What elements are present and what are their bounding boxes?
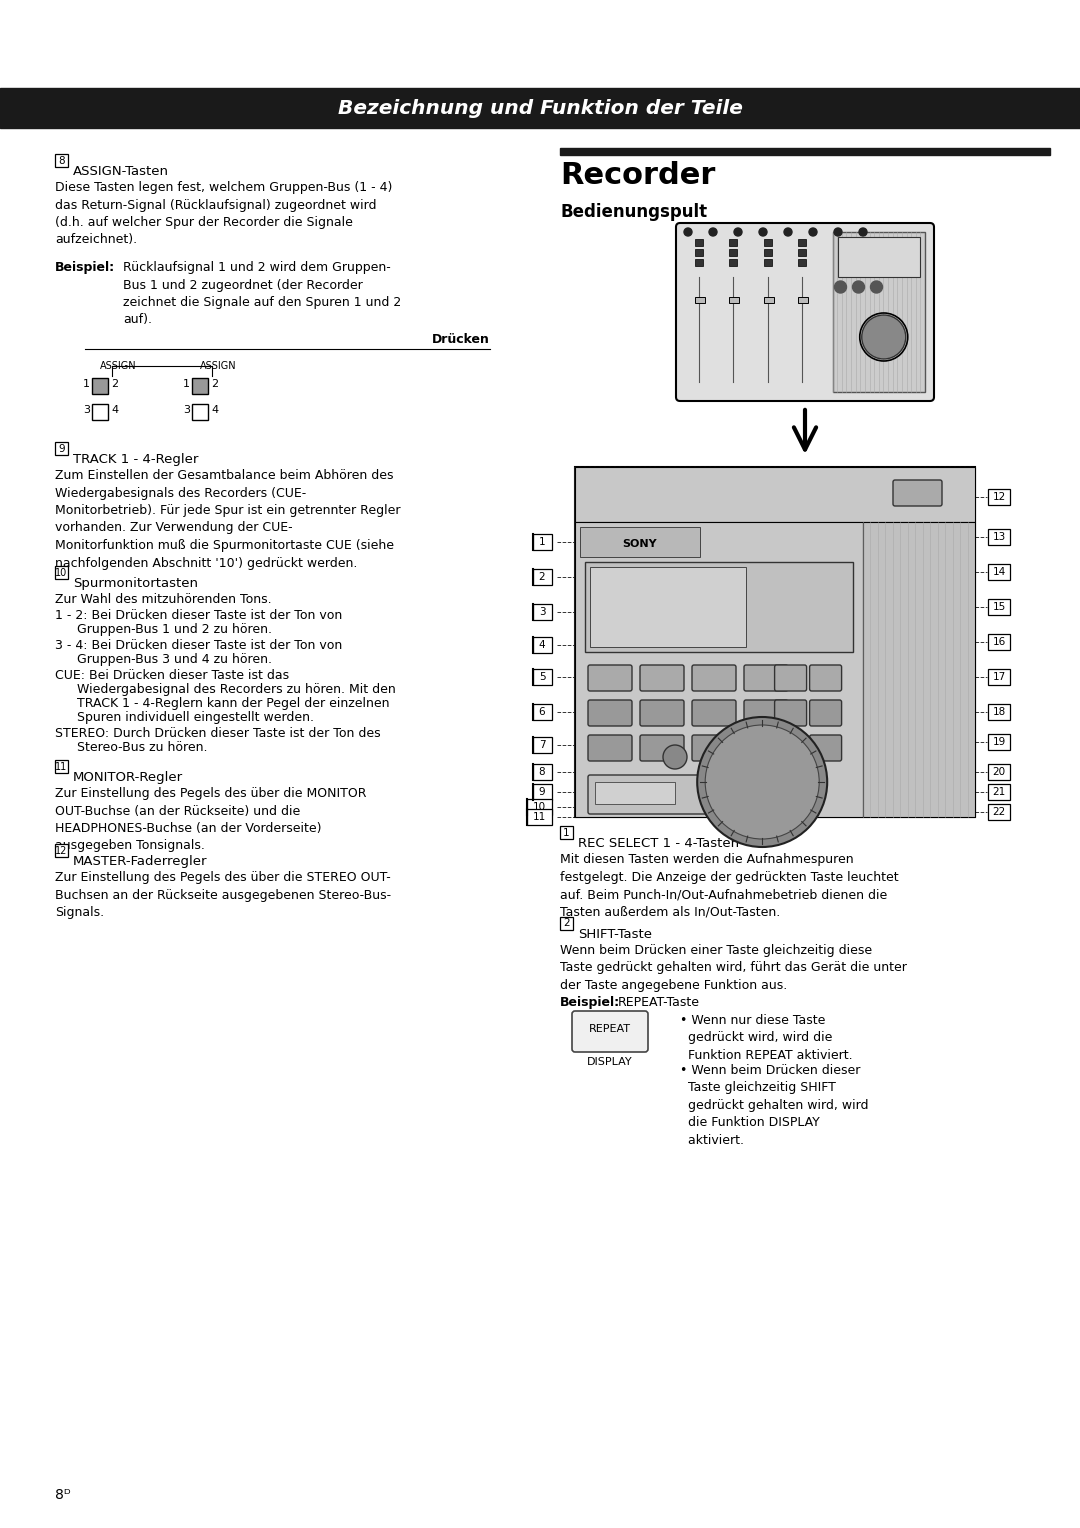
Text: CUE: Bei Drücken dieser Taste ist das: CUE: Bei Drücken dieser Taste ist das: [55, 669, 289, 681]
Circle shape: [705, 724, 820, 839]
FancyBboxPatch shape: [588, 775, 732, 814]
Text: Stereo-Bus zu hören.: Stereo-Bus zu hören.: [77, 741, 207, 753]
Bar: [585, 562, 853, 652]
Text: Beispiel:: Beispiel:: [55, 261, 116, 274]
Text: 9: 9: [58, 443, 65, 454]
Text: 5: 5: [539, 672, 545, 681]
Bar: [55, 843, 68, 857]
Text: Rücklaufsignal 1 und 2 wird dem Gruppen-
Bus 1 und 2 zugeordnet (der Recorder
ze: Rücklaufsignal 1 und 2 wird dem Gruppen-…: [123, 261, 402, 327]
Circle shape: [834, 228, 842, 235]
Text: Gruppen-Bus 3 und 4 zu hören.: Gruppen-Bus 3 und 4 zu hören.: [77, 652, 272, 666]
Bar: [988, 634, 1010, 649]
FancyBboxPatch shape: [588, 665, 632, 691]
Text: MASTER-Faderregler: MASTER-Faderregler: [73, 856, 207, 868]
Bar: [595, 782, 675, 804]
Text: 1 - 2: Bei Drücken dieser Taste ist der Ton von: 1 - 2: Bei Drücken dieser Taste ist der …: [55, 610, 342, 622]
Bar: [534, 568, 552, 585]
Bar: [590, 567, 746, 646]
Text: 1: 1: [183, 379, 190, 390]
FancyBboxPatch shape: [774, 735, 807, 761]
Text: 1: 1: [539, 536, 545, 547]
Bar: [729, 296, 740, 303]
Text: STEREO: Durch Drücken dieser Taste ist der Ton des: STEREO: Durch Drücken dieser Taste ist d…: [55, 727, 380, 740]
Bar: [729, 260, 738, 266]
Text: 2: 2: [539, 571, 545, 582]
Bar: [696, 296, 705, 303]
Circle shape: [684, 228, 692, 235]
Text: Gruppen-Bus 1 und 2 zu hören.: Gruppen-Bus 1 und 2 zu hören.: [77, 623, 272, 636]
Text: ASSIGN: ASSIGN: [200, 361, 237, 371]
Text: Wiedergabesignal des Recorders zu hören. Mit den: Wiedergabesignal des Recorders zu hören.…: [77, 683, 395, 695]
Text: 3: 3: [539, 607, 545, 617]
Bar: [534, 669, 552, 685]
Text: Drücken: Drücken: [432, 333, 490, 345]
Bar: [534, 764, 552, 779]
Text: 21: 21: [993, 787, 1005, 798]
Text: 17: 17: [993, 672, 1005, 681]
Text: 12: 12: [993, 492, 1005, 503]
Text: Bezeichnung und Funktion der Teile: Bezeichnung und Funktion der Teile: [338, 98, 742, 118]
Text: MONITOR-Regler: MONITOR-Regler: [73, 772, 184, 784]
Text: Zur Einstellung des Pegels des über die STEREO OUT-
Buchsen an der Rückseite aus: Zur Einstellung des Pegels des über die …: [55, 871, 391, 918]
Bar: [527, 799, 552, 814]
Bar: [729, 249, 738, 257]
Text: TRACK 1 - 4-Regler: TRACK 1 - 4-Regler: [73, 452, 199, 466]
Text: 2: 2: [111, 379, 118, 390]
Text: Zur Wahl des mitzuhörenden Tons.: Zur Wahl des mitzuhörenden Tons.: [55, 593, 272, 607]
Text: 14: 14: [993, 567, 1005, 578]
Bar: [92, 403, 108, 420]
Bar: [988, 529, 1010, 545]
Text: 11: 11: [532, 811, 545, 822]
FancyBboxPatch shape: [810, 700, 841, 726]
Bar: [55, 154, 68, 167]
Bar: [575, 468, 975, 817]
Bar: [798, 249, 806, 257]
Text: 13: 13: [993, 532, 1005, 542]
Bar: [696, 249, 703, 257]
Text: REPEAT-Taste: REPEAT-Taste: [618, 996, 700, 1008]
Text: 4: 4: [211, 405, 218, 416]
Circle shape: [835, 281, 847, 293]
Bar: [988, 704, 1010, 720]
Bar: [764, 238, 772, 246]
Bar: [798, 296, 808, 303]
Bar: [55, 565, 68, 579]
Bar: [192, 403, 208, 420]
Circle shape: [859, 228, 867, 235]
Text: 18: 18: [993, 707, 1005, 717]
Bar: [696, 260, 703, 266]
Bar: [764, 296, 773, 303]
FancyBboxPatch shape: [572, 1012, 648, 1051]
Text: SONY: SONY: [623, 539, 658, 549]
Circle shape: [698, 717, 827, 847]
Bar: [534, 637, 552, 652]
FancyBboxPatch shape: [774, 700, 807, 726]
Bar: [988, 804, 1010, 821]
Text: ASSIGN: ASSIGN: [100, 361, 137, 371]
Bar: [837, 237, 920, 277]
Bar: [580, 527, 700, 558]
Bar: [764, 260, 772, 266]
Bar: [798, 238, 806, 246]
FancyBboxPatch shape: [640, 700, 684, 726]
Bar: [863, 523, 975, 817]
Text: Diese Tasten legen fest, welchem Gruppen-Bus (1 - 4)
das Return-Signal (Rücklauf: Diese Tasten legen fest, welchem Gruppen…: [55, 180, 392, 246]
Text: SHIFT-Taste: SHIFT-Taste: [578, 927, 652, 941]
Bar: [988, 784, 1010, 801]
Text: Zur Einstellung des Pegels des über die MONITOR
OUT-Buchse (an der Rückseite) un: Zur Einstellung des Pegels des über die …: [55, 787, 366, 853]
Text: REC SELECT 1 - 4-Tasten: REC SELECT 1 - 4-Tasten: [578, 837, 739, 850]
Bar: [798, 260, 806, 266]
Text: Beispiel:: Beispiel:: [561, 996, 620, 1008]
Text: 10: 10: [55, 567, 68, 578]
Bar: [729, 238, 738, 246]
FancyBboxPatch shape: [588, 700, 632, 726]
FancyBboxPatch shape: [692, 735, 735, 761]
Text: 11: 11: [55, 761, 68, 772]
Text: 12: 12: [55, 845, 68, 856]
Bar: [534, 784, 552, 801]
FancyBboxPatch shape: [810, 665, 841, 691]
FancyBboxPatch shape: [744, 700, 788, 726]
Bar: [92, 377, 108, 394]
Bar: [988, 764, 1010, 779]
Circle shape: [852, 281, 864, 293]
